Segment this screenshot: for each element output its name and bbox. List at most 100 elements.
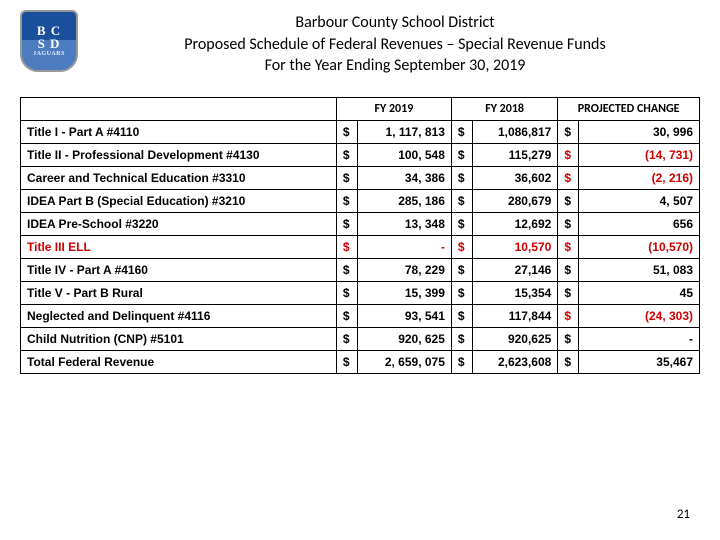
fy2018-value: 117,844 [472, 304, 557, 327]
row-label: Title II - Professional Development #413… [21, 143, 337, 166]
change-value: (14, 731) [579, 143, 700, 166]
table-row: Title I - Part A #4110$1, 117, 813$1,086… [21, 120, 700, 143]
row-label: IDEA Part B (Special Education) #3210 [21, 189, 337, 212]
dollar-sign: $ [558, 212, 579, 235]
table-total-row: Total Federal Revenue$2, 659, 075$2,623,… [21, 350, 700, 373]
change-value: 30, 996 [579, 120, 700, 143]
table-row: Title III ELL$-$10,570$(10,570) [21, 235, 700, 258]
change-value: 4, 507 [579, 189, 700, 212]
logo-shield: B C S D JAGUARS [20, 10, 78, 72]
page-number: 21 [677, 507, 690, 522]
dollar-sign: $ [336, 350, 357, 373]
dollar-sign: $ [336, 281, 357, 304]
dollar-sign: $ [451, 120, 472, 143]
fy2018-value: 1,086,817 [472, 120, 557, 143]
dollar-sign: $ [336, 235, 357, 258]
fy2018-value: 10,570 [472, 235, 557, 258]
dollar-sign: $ [558, 143, 579, 166]
page-title: Barbour County School District Proposed … [90, 10, 700, 77]
dollar-sign: $ [451, 304, 472, 327]
dollar-sign: $ [451, 281, 472, 304]
dollar-sign: $ [451, 327, 472, 350]
dollar-sign: $ [451, 212, 472, 235]
change-value: (24, 303) [579, 304, 700, 327]
fy2019-value: 285, 186 [357, 189, 451, 212]
dollar-sign: $ [558, 120, 579, 143]
title-line-1: Barbour County School District [90, 12, 700, 34]
change-value: - [579, 327, 700, 350]
dollar-sign: $ [558, 304, 579, 327]
fy2018-value: 15,354 [472, 281, 557, 304]
table-body: Title I - Part A #4110$1, 117, 813$1,086… [21, 120, 700, 373]
row-label: Neglected and Delinquent #4116 [21, 304, 337, 327]
fy2018-value: 115,279 [472, 143, 557, 166]
row-label: Title I - Part A #4110 [21, 120, 337, 143]
fy2019-value: 920, 625 [357, 327, 451, 350]
title-line-2: Proposed Schedule of Federal Revenues – … [90, 34, 700, 56]
district-logo: B C S D JAGUARS [20, 10, 80, 75]
dollar-sign: $ [451, 350, 472, 373]
dollar-sign: $ [451, 143, 472, 166]
total-fy2019: 2, 659, 075 [357, 350, 451, 373]
dollar-sign: $ [558, 350, 579, 373]
dollar-sign: $ [451, 235, 472, 258]
fy2018-value: 280,679 [472, 189, 557, 212]
fy2018-value: 920,625 [472, 327, 557, 350]
table-row: IDEA Pre-School #3220$13, 348$12,692$656 [21, 212, 700, 235]
dollar-sign: $ [336, 166, 357, 189]
revenue-table-wrap: FY 2019 FY 2018 PROJECTED CHANGE Title I… [0, 77, 720, 374]
revenue-table: FY 2019 FY 2018 PROJECTED CHANGE Title I… [20, 97, 700, 374]
table-row: Career and Technical Education #3310$34,… [21, 166, 700, 189]
dollar-sign: $ [558, 281, 579, 304]
total-label: Total Federal Revenue [21, 350, 337, 373]
dollar-sign: $ [336, 304, 357, 327]
change-value: 51, 083 [579, 258, 700, 281]
title-line-3: For the Year Ending September 30, 2019 [90, 55, 700, 77]
table-row: Title V - Part B Rural$15, 399$15,354$45 [21, 281, 700, 304]
total-change: 35,467 [579, 350, 700, 373]
dollar-sign: $ [336, 327, 357, 350]
change-value: 656 [579, 212, 700, 235]
dollar-sign: $ [336, 258, 357, 281]
col-header-blank [21, 97, 337, 120]
fy2019-value: 34, 386 [357, 166, 451, 189]
table-row: Child Nutrition (CNP) #5101$920, 625$920… [21, 327, 700, 350]
col-header-change: PROJECTED CHANGE [558, 97, 700, 120]
row-label: IDEA Pre-School #3220 [21, 212, 337, 235]
dollar-sign: $ [558, 327, 579, 350]
change-value: (10,570) [579, 235, 700, 258]
dollar-sign: $ [336, 212, 357, 235]
fy2018-value: 12,692 [472, 212, 557, 235]
row-label: Title V - Part B Rural [21, 281, 337, 304]
dollar-sign: $ [451, 258, 472, 281]
fy2018-value: 36,602 [472, 166, 557, 189]
dollar-sign: $ [558, 189, 579, 212]
fy2019-value: 78, 229 [357, 258, 451, 281]
row-label: Child Nutrition (CNP) #5101 [21, 327, 337, 350]
table-row: Neglected and Delinquent #4116$93, 541$1… [21, 304, 700, 327]
table-row: IDEA Part B (Special Education) #3210$28… [21, 189, 700, 212]
row-label: Career and Technical Education #3310 [21, 166, 337, 189]
dollar-sign: $ [451, 189, 472, 212]
change-value: (2, 216) [579, 166, 700, 189]
fy2019-value: 1, 117, 813 [357, 120, 451, 143]
fy2018-value: 27,146 [472, 258, 557, 281]
col-header-fy2018: FY 2018 [451, 97, 557, 120]
logo-line2: S D [38, 37, 61, 50]
fy2019-value: - [357, 235, 451, 258]
col-header-fy2019: FY 2019 [336, 97, 451, 120]
header: B C S D JAGUARS Barbour County School Di… [0, 0, 720, 77]
total-fy2018: 2,623,608 [472, 350, 557, 373]
dollar-sign: $ [336, 189, 357, 212]
dollar-sign: $ [336, 120, 357, 143]
logo-line1: B C [37, 24, 61, 37]
fy2019-value: 93, 541 [357, 304, 451, 327]
fy2019-value: 13, 348 [357, 212, 451, 235]
dollar-sign: $ [336, 143, 357, 166]
table-header-row: FY 2019 FY 2018 PROJECTED CHANGE [21, 97, 700, 120]
logo-mascot: JAGUARS [33, 50, 65, 58]
row-label: Title IV - Part A #4160 [21, 258, 337, 281]
dollar-sign: $ [451, 166, 472, 189]
dollar-sign: $ [558, 166, 579, 189]
change-value: 45 [579, 281, 700, 304]
